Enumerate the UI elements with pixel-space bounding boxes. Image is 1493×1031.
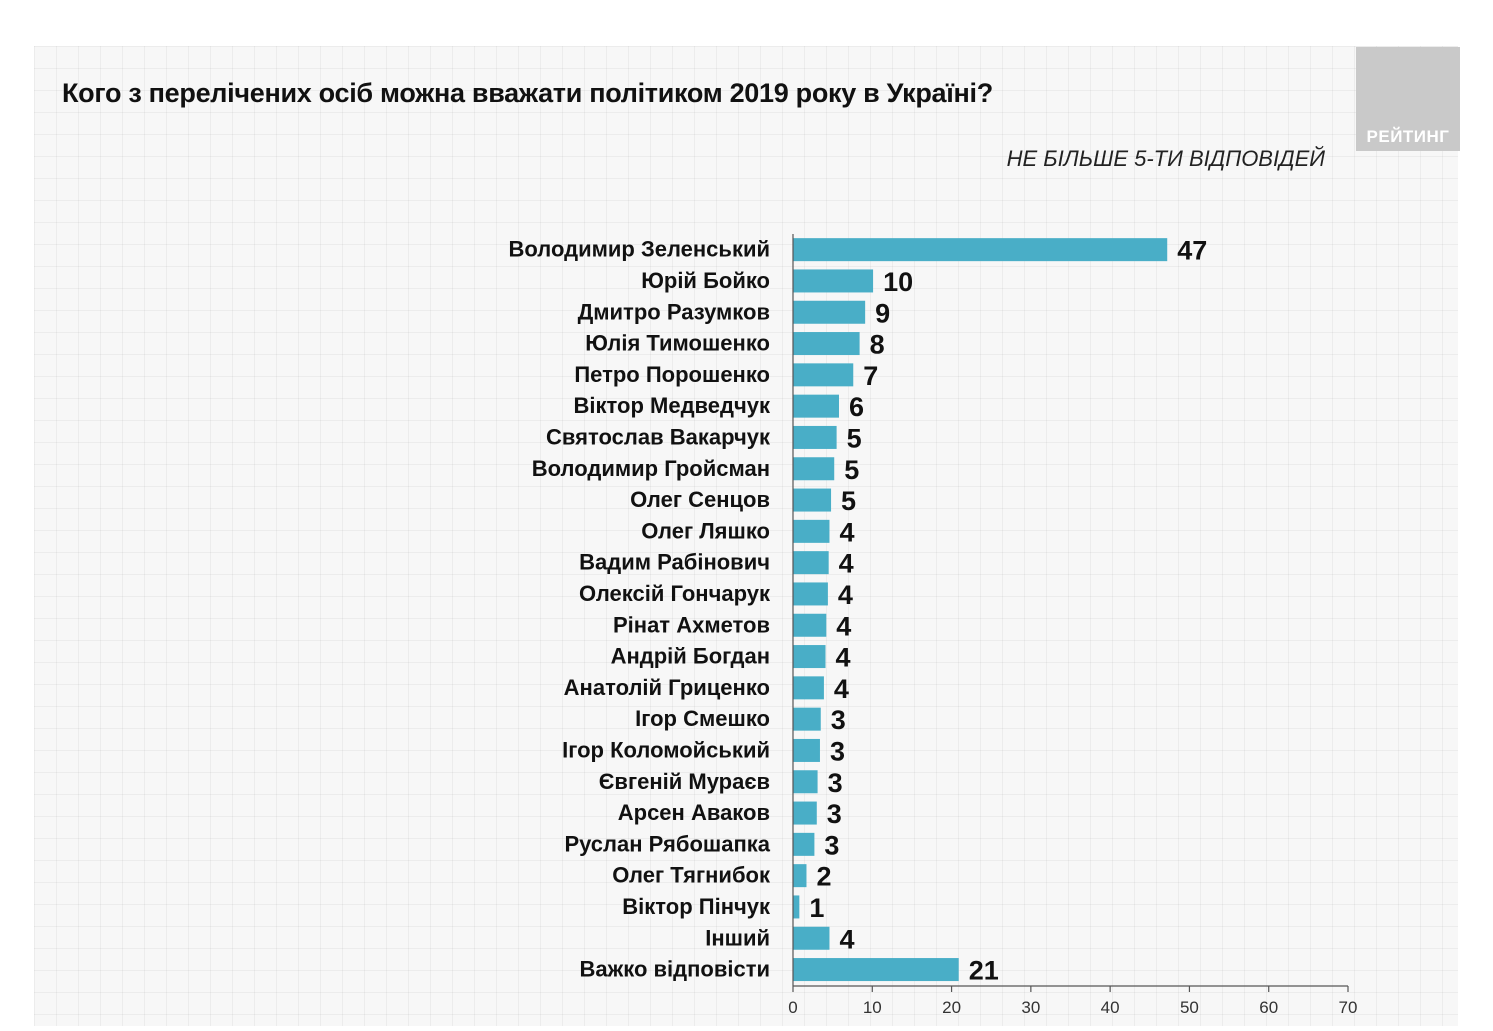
bar: [793, 394, 839, 418]
category-label: Ігор Коломойський: [562, 737, 770, 762]
data-label: 8: [870, 330, 885, 360]
bar: [793, 488, 832, 512]
category-label: Олег Тягнибок: [612, 863, 771, 888]
x-tick-label: 40: [1101, 998, 1120, 1017]
bar: [793, 832, 815, 856]
category-label: Володимир Зеленський: [509, 237, 771, 262]
bar: [793, 582, 828, 606]
logo-text: РЕЙТИНГ: [1366, 127, 1450, 146]
bar: [793, 738, 820, 762]
bar: [793, 958, 959, 982]
x-tick-label: 20: [942, 998, 961, 1017]
category-label: Вадим Рабінович: [579, 550, 770, 575]
data-label: 3: [830, 736, 845, 766]
data-label: 2: [816, 862, 831, 892]
category-label: Віктор Медведчук: [574, 393, 771, 418]
data-label: 6: [849, 392, 864, 422]
rating-logo: РЕЙТИНГ: [1356, 47, 1460, 151]
x-tick-label: 10: [863, 998, 882, 1017]
data-label: 5: [841, 486, 856, 516]
data-label: 9: [875, 298, 890, 328]
bar: [793, 332, 860, 356]
x-tick-label: 0: [788, 998, 797, 1017]
data-label: 4: [839, 517, 854, 547]
category-label: Інший: [705, 925, 770, 950]
data-label: 1: [809, 893, 824, 923]
category-label: Важко відповісти: [580, 957, 771, 982]
data-label: 47: [1177, 236, 1207, 266]
category-label: Віктор Пінчук: [622, 894, 771, 919]
category-label: Ігор Смешко: [635, 706, 770, 731]
bar: [793, 238, 1168, 262]
x-tick-label: 30: [1021, 998, 1040, 1017]
category-label: Юрій Бойко: [641, 268, 770, 293]
category-label: Олег Сенцов: [630, 487, 770, 512]
category-label: Петро Порошенко: [574, 362, 770, 387]
data-label: 4: [838, 580, 853, 610]
bar: [793, 551, 829, 575]
category-label: Арсен Аваков: [618, 800, 770, 825]
slide-background: [34, 46, 1458, 1026]
category-label: Святослав Вакарчук: [546, 424, 771, 449]
bar: [793, 519, 830, 543]
data-label: 3: [827, 799, 842, 829]
category-label: Андрій Богдан: [611, 644, 770, 669]
bar: [793, 363, 854, 387]
data-label: 4: [836, 611, 851, 641]
category-label: Руслан Рябошапка: [564, 831, 770, 856]
bar: [793, 645, 826, 669]
category-label: Олексій Гончарук: [579, 581, 771, 606]
x-tick-label: 50: [1180, 998, 1199, 1017]
bar: [793, 300, 866, 324]
bar: [793, 770, 818, 794]
chart-title: Кого з перелічених осіб можна вважати по…: [62, 78, 993, 108]
category-label: Євгеній Мураєв: [599, 769, 770, 794]
bar: [793, 676, 824, 700]
bar: [793, 926, 830, 950]
data-label: 4: [839, 549, 854, 579]
bar: [793, 895, 800, 919]
data-label: 5: [844, 455, 859, 485]
data-label: 4: [834, 674, 849, 704]
data-label: 3: [828, 768, 843, 798]
x-tick-label: 70: [1339, 998, 1358, 1017]
chart-subtitle: НЕ БІЛЬШЕ 5-ТИ ВІДПОВІДЕЙ: [1006, 146, 1325, 171]
data-label: 5: [847, 423, 862, 453]
x-tick-label: 60: [1259, 998, 1278, 1017]
data-label: 3: [824, 830, 839, 860]
bar: [793, 707, 821, 731]
bar: [793, 613, 827, 637]
category-label: Анатолій Гриценко: [564, 675, 770, 700]
bar: [793, 269, 874, 293]
category-label: Володимир Гройсман: [532, 456, 770, 481]
category-label: Юлія Тимошенко: [585, 331, 770, 356]
data-label: 4: [839, 924, 854, 954]
data-label: 3: [831, 705, 846, 735]
bar: [793, 801, 817, 825]
bar: [793, 457, 835, 481]
data-label: 4: [836, 643, 851, 673]
data-label: 7: [863, 361, 878, 391]
category-label: Дмитро Разумков: [578, 299, 770, 324]
bar: [793, 864, 807, 888]
category-label: Рінат Ахметов: [613, 612, 770, 637]
category-label: Олег Ляшко: [641, 518, 770, 543]
data-label: 10: [883, 267, 913, 297]
bar: [793, 425, 837, 449]
data-label: 21: [969, 956, 999, 986]
